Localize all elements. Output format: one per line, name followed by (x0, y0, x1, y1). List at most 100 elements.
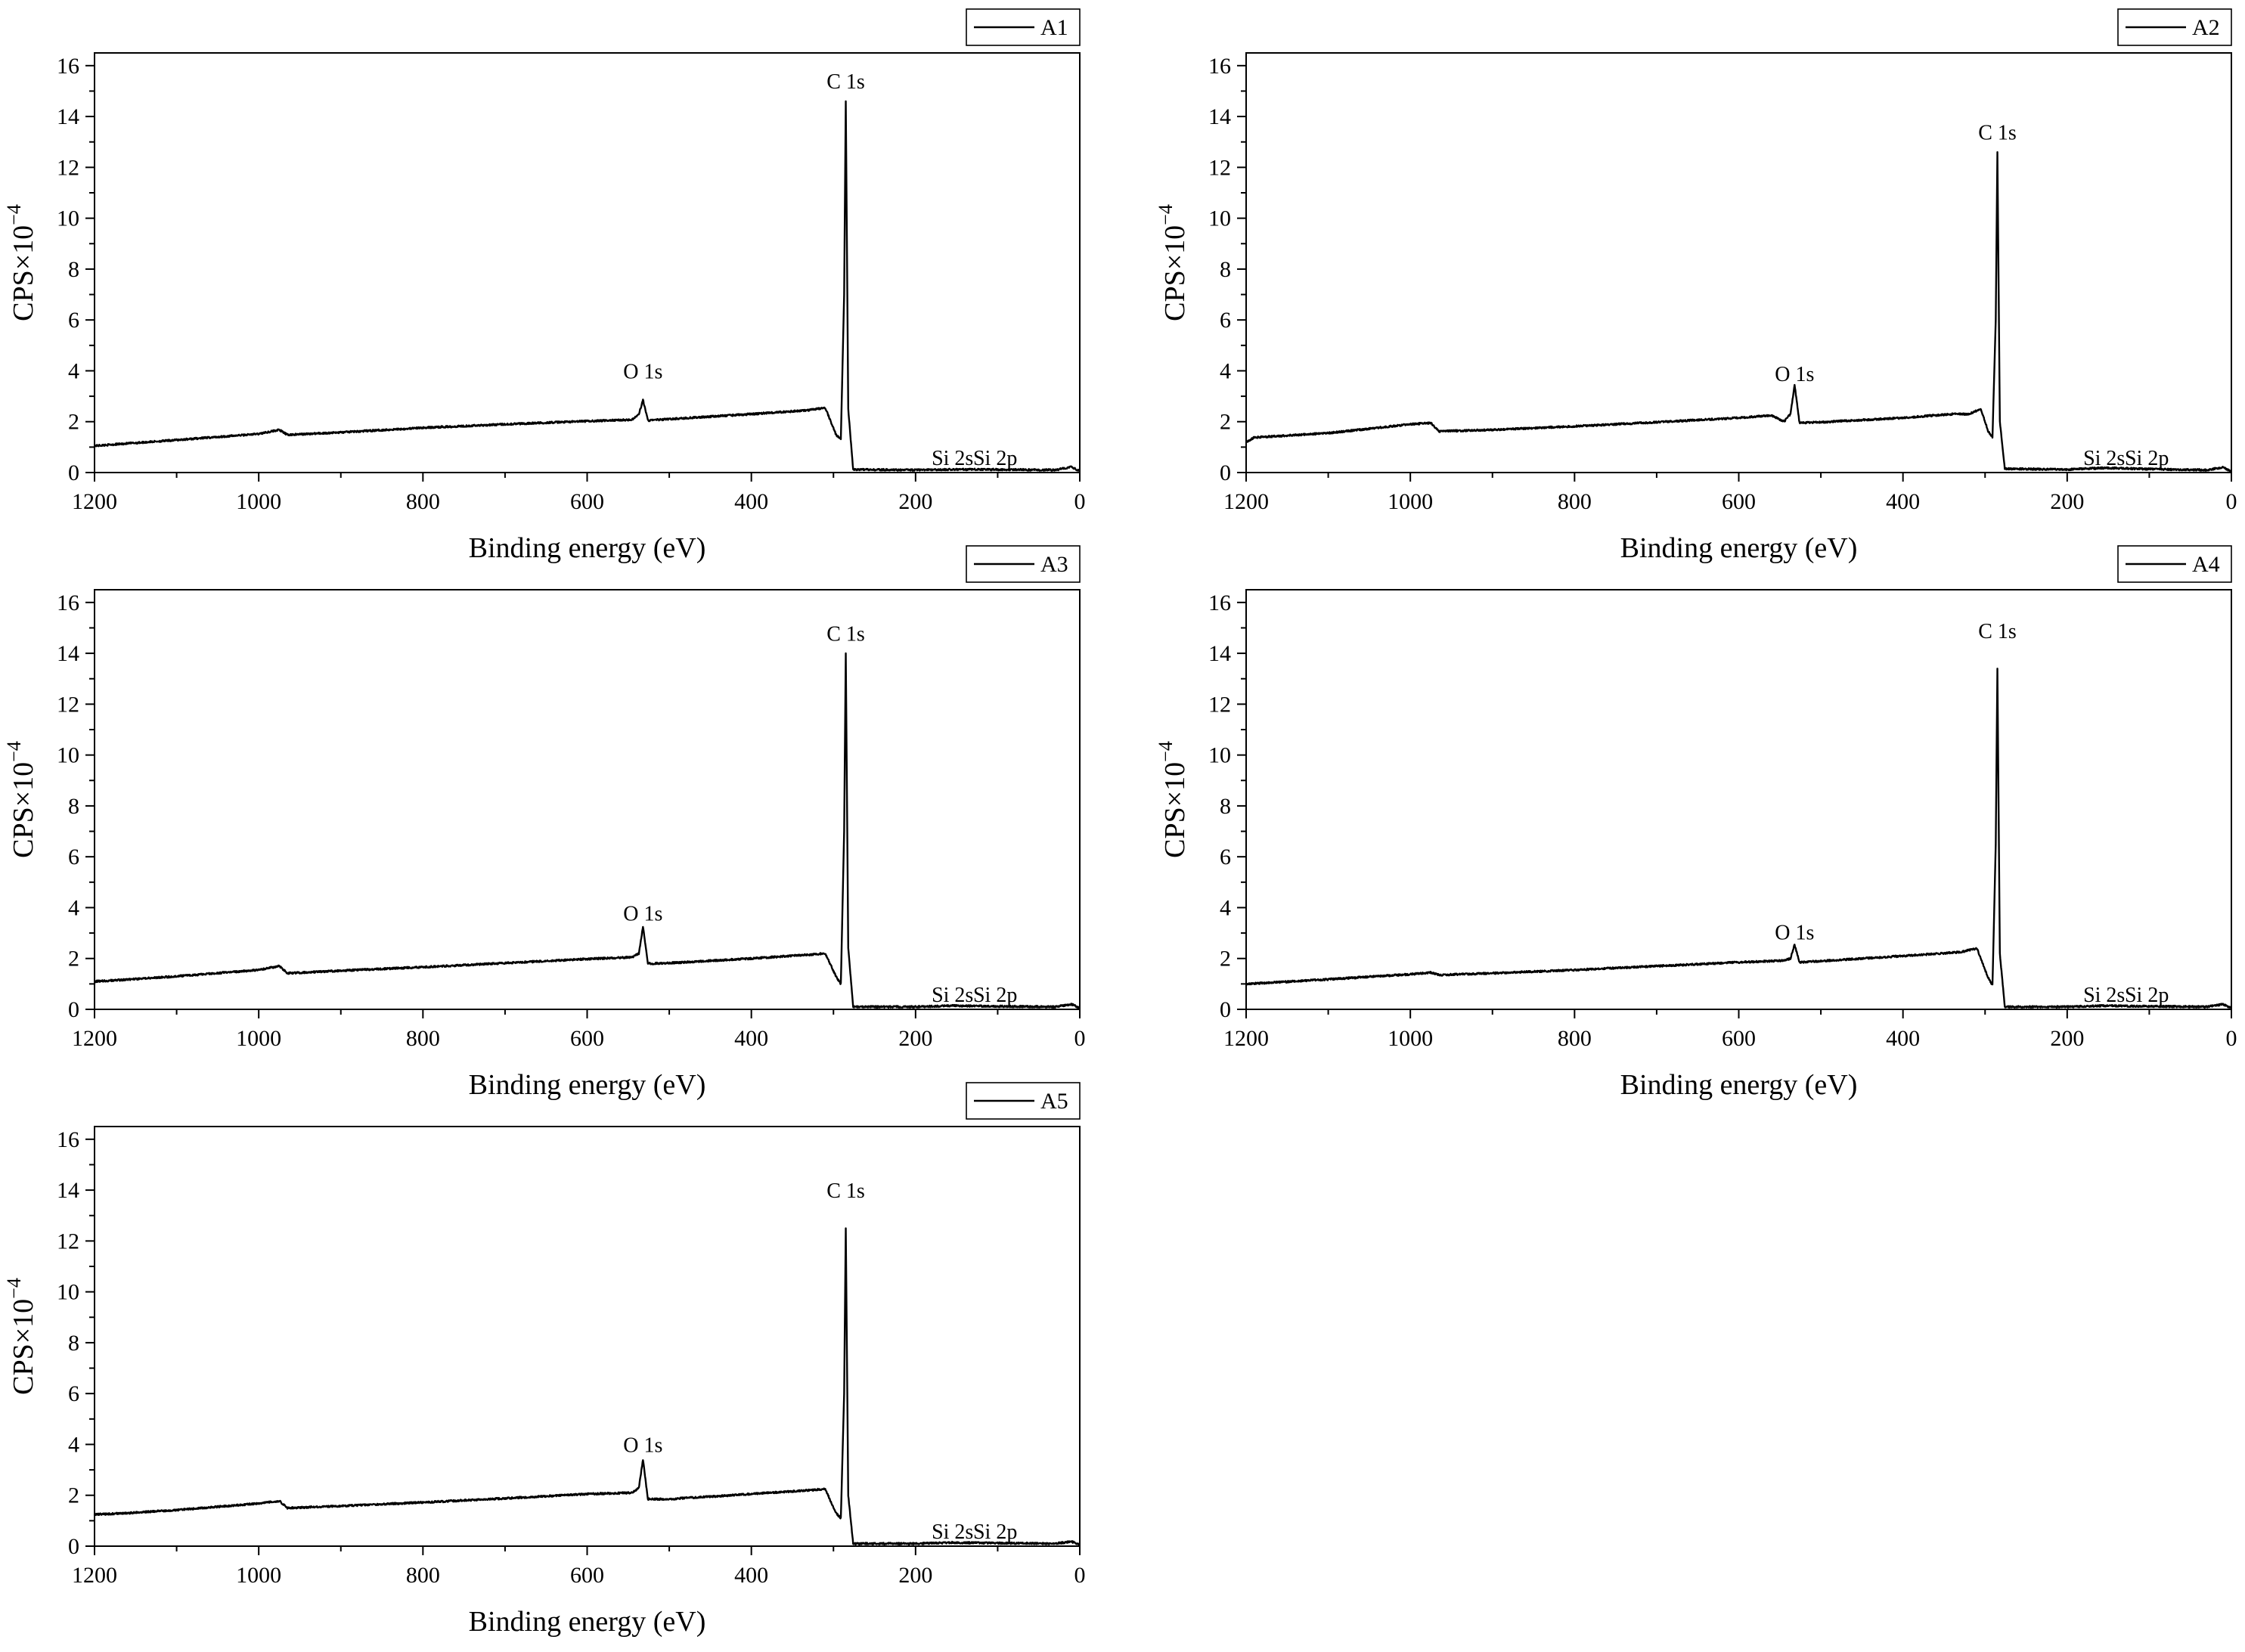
peak-label: Si 2s (932, 984, 973, 1007)
y-tick-label: 6 (68, 1381, 79, 1406)
x-tick-label: 800 (1558, 489, 1592, 514)
x-tick-label: 1200 (72, 489, 117, 514)
x-tick-label: 0 (2226, 1026, 2237, 1051)
y-tick-label: 0 (1220, 997, 1231, 1022)
y-tick-label: 6 (68, 845, 79, 869)
peak-label: Si 2s (932, 447, 973, 470)
y-tick-label: 8 (68, 257, 79, 282)
y-tick-label: 4 (1220, 895, 1231, 920)
x-tick-label: 800 (406, 489, 440, 514)
y-axis-title-exponent: −4 (3, 1278, 25, 1299)
plot-frame (94, 1126, 1081, 1547)
x-tick-label: 200 (2050, 489, 2084, 514)
peak-label: C 1s (1978, 620, 2017, 643)
x-tick-label: 1000 (1388, 489, 1433, 514)
y-tick-label: 10 (57, 1280, 79, 1305)
x-tick-label: 800 (406, 1026, 440, 1051)
legend-label: A1 (1040, 15, 1068, 40)
legend-label: A3 (1040, 552, 1068, 577)
legend-label: A5 (1040, 1089, 1068, 1114)
y-tick-label: 8 (1220, 257, 1231, 282)
peak-label: C 1s (1978, 121, 2017, 144)
x-tick-label: 800 (406, 1563, 440, 1588)
y-tick-label: 10 (57, 206, 79, 231)
x-tick-label: 600 (1722, 1026, 1756, 1051)
y-axis-title-main: CPS×10 (1159, 762, 1191, 858)
chart-panel-1: 1200 1000 800 600 400 200 0 0 2 4 6 8 10 12 14 16 Bindin… (3, 8, 1086, 564)
y-axis-title-exponent: −4 (3, 204, 25, 225)
x-tick-label: 1200 (72, 1563, 117, 1588)
y-tick-label: 10 (1208, 206, 1231, 231)
peak-label: O 1s (1775, 363, 1814, 386)
y-tick-label: 16 (1208, 590, 1231, 615)
peak-label: Si 2p (973, 447, 1017, 470)
y-axis-title: CPS×10−4 (3, 741, 39, 858)
chart-panel-2: 1200 1000 800 600 400 200 0 0 2 4 6 8 10 12 14 16 Bindin… (1155, 8, 2237, 564)
peak-label: Si 2s (2083, 984, 2125, 1007)
y-axis-title-exponent: −4 (1155, 741, 1177, 762)
y-tick-label: 4 (68, 1432, 79, 1457)
y-axis-title: CPS×10−4 (3, 204, 39, 321)
y-tick-label: 2 (1220, 410, 1231, 435)
peak-label: Si 2p (973, 984, 1017, 1007)
x-tick-label: 1000 (236, 1563, 281, 1588)
plot-frame (94, 589, 1081, 1010)
x-tick-label: 1000 (236, 1026, 281, 1051)
y-axis-title: CPS×10−4 (1155, 741, 1191, 858)
x-tick-label: 600 (1722, 489, 1756, 514)
x-tick-label: 1200 (1223, 489, 1269, 514)
series-line-A1 (93, 100, 1081, 473)
y-tick-label: 0 (1220, 460, 1231, 485)
y-axis-title-exponent: −4 (3, 741, 25, 762)
y-tick-label: 8 (68, 794, 79, 819)
y-tick-label: 10 (57, 743, 79, 768)
x-tick-label: 0 (2226, 489, 2237, 514)
peak-label: O 1s (623, 361, 662, 384)
y-axis-title-exponent: −4 (1155, 204, 1177, 225)
series-line-A3 (94, 652, 1081, 1009)
peak-label: Si 2p (2125, 447, 2169, 470)
x-tick-label: 400 (734, 489, 768, 514)
y-tick-label: 6 (1220, 308, 1231, 333)
y-tick-label: 14 (57, 641, 79, 666)
plot-frame (1245, 589, 2232, 1010)
plot-frame (1245, 52, 2232, 473)
y-tick-label: 12 (57, 692, 79, 717)
y-tick-label: 2 (68, 947, 79, 972)
y-tick-label: 8 (1220, 794, 1231, 819)
y-axis-title-main: CPS×10 (8, 225, 39, 321)
peak-label: C 1s (826, 1179, 865, 1203)
y-tick-label: 14 (57, 104, 79, 129)
x-axis-title: Binding energy (eV) (469, 532, 706, 564)
y-tick-label: 12 (1208, 155, 1231, 180)
x-tick-label: 600 (570, 1026, 604, 1051)
y-axis-title-main: CPS×10 (8, 1299, 39, 1395)
series-line-A5 (93, 1227, 1081, 1547)
y-tick-label: 16 (57, 54, 79, 79)
x-tick-label: 0 (1074, 1563, 1086, 1588)
peak-label: Si 2s (2083, 447, 2125, 470)
y-tick-label: 14 (57, 1178, 79, 1203)
y-tick-label: 0 (68, 1534, 79, 1559)
legend-label: A2 (2192, 15, 2220, 40)
legend-label: A4 (2192, 552, 2220, 577)
x-tick-label: 1000 (1388, 1026, 1433, 1051)
plot-frame (94, 52, 1081, 473)
peak-label: Si 2p (973, 1520, 1017, 1544)
series-line-A4 (1245, 668, 2233, 1009)
y-tick-label: 0 (68, 460, 79, 485)
y-axis-title-main: CPS×10 (8, 762, 39, 858)
y-tick-label: 12 (57, 155, 79, 180)
x-tick-label: 200 (898, 1563, 932, 1588)
y-tick-label: 8 (68, 1331, 79, 1356)
y-axis-title-main: CPS×10 (1159, 225, 1191, 321)
x-tick-label: 400 (734, 1563, 768, 1588)
x-tick-label: 400 (734, 1026, 768, 1051)
x-tick-label: 600 (570, 1563, 604, 1588)
chart-panel-3: 1200 1000 800 600 400 200 0 0 2 4 6 8 10 12 14 16 Bindin… (3, 545, 1086, 1101)
y-tick-label: 10 (1208, 743, 1231, 768)
x-axis-title: Binding energy (eV) (1620, 532, 1858, 564)
y-axis-title: CPS×10−4 (3, 1278, 39, 1395)
x-tick-label: 1200 (1223, 1026, 1269, 1051)
